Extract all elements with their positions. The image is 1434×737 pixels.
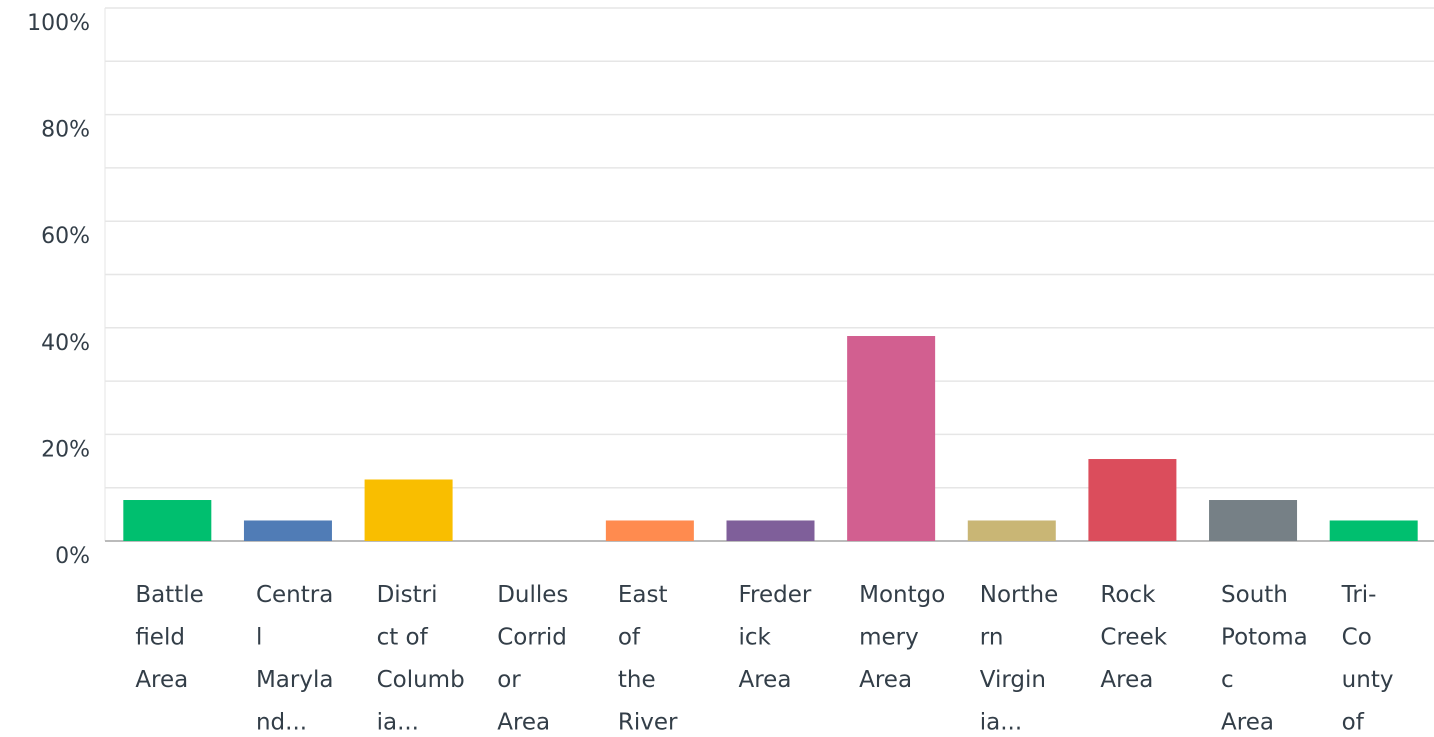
y-tick-label: 40% xyxy=(41,331,90,356)
x-tick-label-line: River xyxy=(618,709,678,735)
x-tick-label-line: Area xyxy=(739,667,792,693)
x-tick-label: Freder ick Area xyxy=(739,582,812,693)
x-tick-label-line: field xyxy=(135,624,185,650)
x-tick-label-line: Montgo xyxy=(859,582,945,608)
x-tick-label-line: Virgin xyxy=(980,667,1046,693)
x-tick-label-line: Northe xyxy=(980,582,1058,608)
x-tick-label-line: Area xyxy=(135,667,188,693)
x-tick-label: South Potoma c Area xyxy=(1221,582,1308,736)
x-tick-label-line: mery xyxy=(859,624,919,650)
x-tick-label: East of the River xyxy=(618,582,678,736)
x-tick-label-line: Area xyxy=(1100,667,1153,693)
x-tick-label-line: l xyxy=(256,624,262,650)
bar xyxy=(364,479,453,541)
y-tick-label: 60% xyxy=(41,224,90,249)
x-tick-label-line: of xyxy=(618,624,641,650)
x-tick-label: Montgo mery Area xyxy=(859,582,945,693)
bar xyxy=(1209,500,1298,541)
x-tick-label-line: Area xyxy=(1221,709,1274,735)
x-tick-label: Dulles Corrid or Area xyxy=(497,582,568,736)
x-tick-label-line: Maryla xyxy=(256,667,333,693)
x-tick-label-line: nd... xyxy=(256,709,307,735)
bar xyxy=(967,520,1056,541)
x-tick-label-line: ia... xyxy=(980,709,1022,735)
bar xyxy=(847,336,936,541)
bar xyxy=(123,500,212,541)
x-tick-label-line: East xyxy=(618,582,668,608)
x-tick-label-line: Corrid xyxy=(497,624,567,650)
x-tick-label: Tri- Co unty of xyxy=(1341,582,1394,736)
x-tick-label-line: Potoma xyxy=(1221,624,1308,650)
x-tick-label-line: Freder xyxy=(739,582,812,608)
y-tick-label: 80% xyxy=(41,118,90,143)
bar xyxy=(243,520,332,541)
x-tick-label-line: Creek xyxy=(1100,624,1167,650)
x-tick-label-line: the xyxy=(618,667,656,693)
x-tick-label: Centra l Maryla nd... xyxy=(256,582,333,736)
x-tick-label-line: or xyxy=(497,667,521,693)
bar xyxy=(1329,520,1418,541)
x-tick-label-line: Distri xyxy=(377,582,438,608)
x-tick-label: Distri ct of Columb ia... xyxy=(377,582,465,736)
x-tick-label-line: Centra xyxy=(256,582,333,608)
x-tick-label-line: Area xyxy=(497,709,550,735)
y-tick-label: 20% xyxy=(41,437,90,462)
bar xyxy=(605,520,694,541)
x-tick-label-line: South xyxy=(1221,582,1288,608)
bar xyxy=(1088,459,1177,541)
x-tick-label-line: c xyxy=(1221,667,1234,693)
x-tick-label-line: ia... xyxy=(377,709,419,735)
x-tick-label: Northe rn Virgin ia... xyxy=(980,582,1058,736)
x-tick-label: Rock Creek Area xyxy=(1100,582,1167,693)
x-tick-label-line: Dulles xyxy=(497,582,568,608)
x-tick-label: Battle field Area xyxy=(135,582,203,693)
x-tick-label-line: Columb xyxy=(377,667,465,693)
x-tick-label-line: of xyxy=(1342,709,1365,735)
x-tick-label-line: Co xyxy=(1342,624,1372,650)
x-tick-label-line: Rock xyxy=(1100,582,1156,608)
x-tick-label-line: ct of xyxy=(377,624,429,650)
x-tick-label-line: unty xyxy=(1342,667,1394,693)
x-tick-label-line: ick xyxy=(739,624,772,650)
y-tick-label: 100% xyxy=(27,11,90,36)
x-tick-label-line: rn xyxy=(980,624,1004,650)
y-tick-label: 0% xyxy=(55,544,90,569)
bar xyxy=(726,520,815,541)
x-tick-label-line: Area xyxy=(859,667,912,693)
x-tick-label-line: Battle xyxy=(135,582,203,608)
x-tick-label-line: Tri- xyxy=(1341,582,1377,608)
